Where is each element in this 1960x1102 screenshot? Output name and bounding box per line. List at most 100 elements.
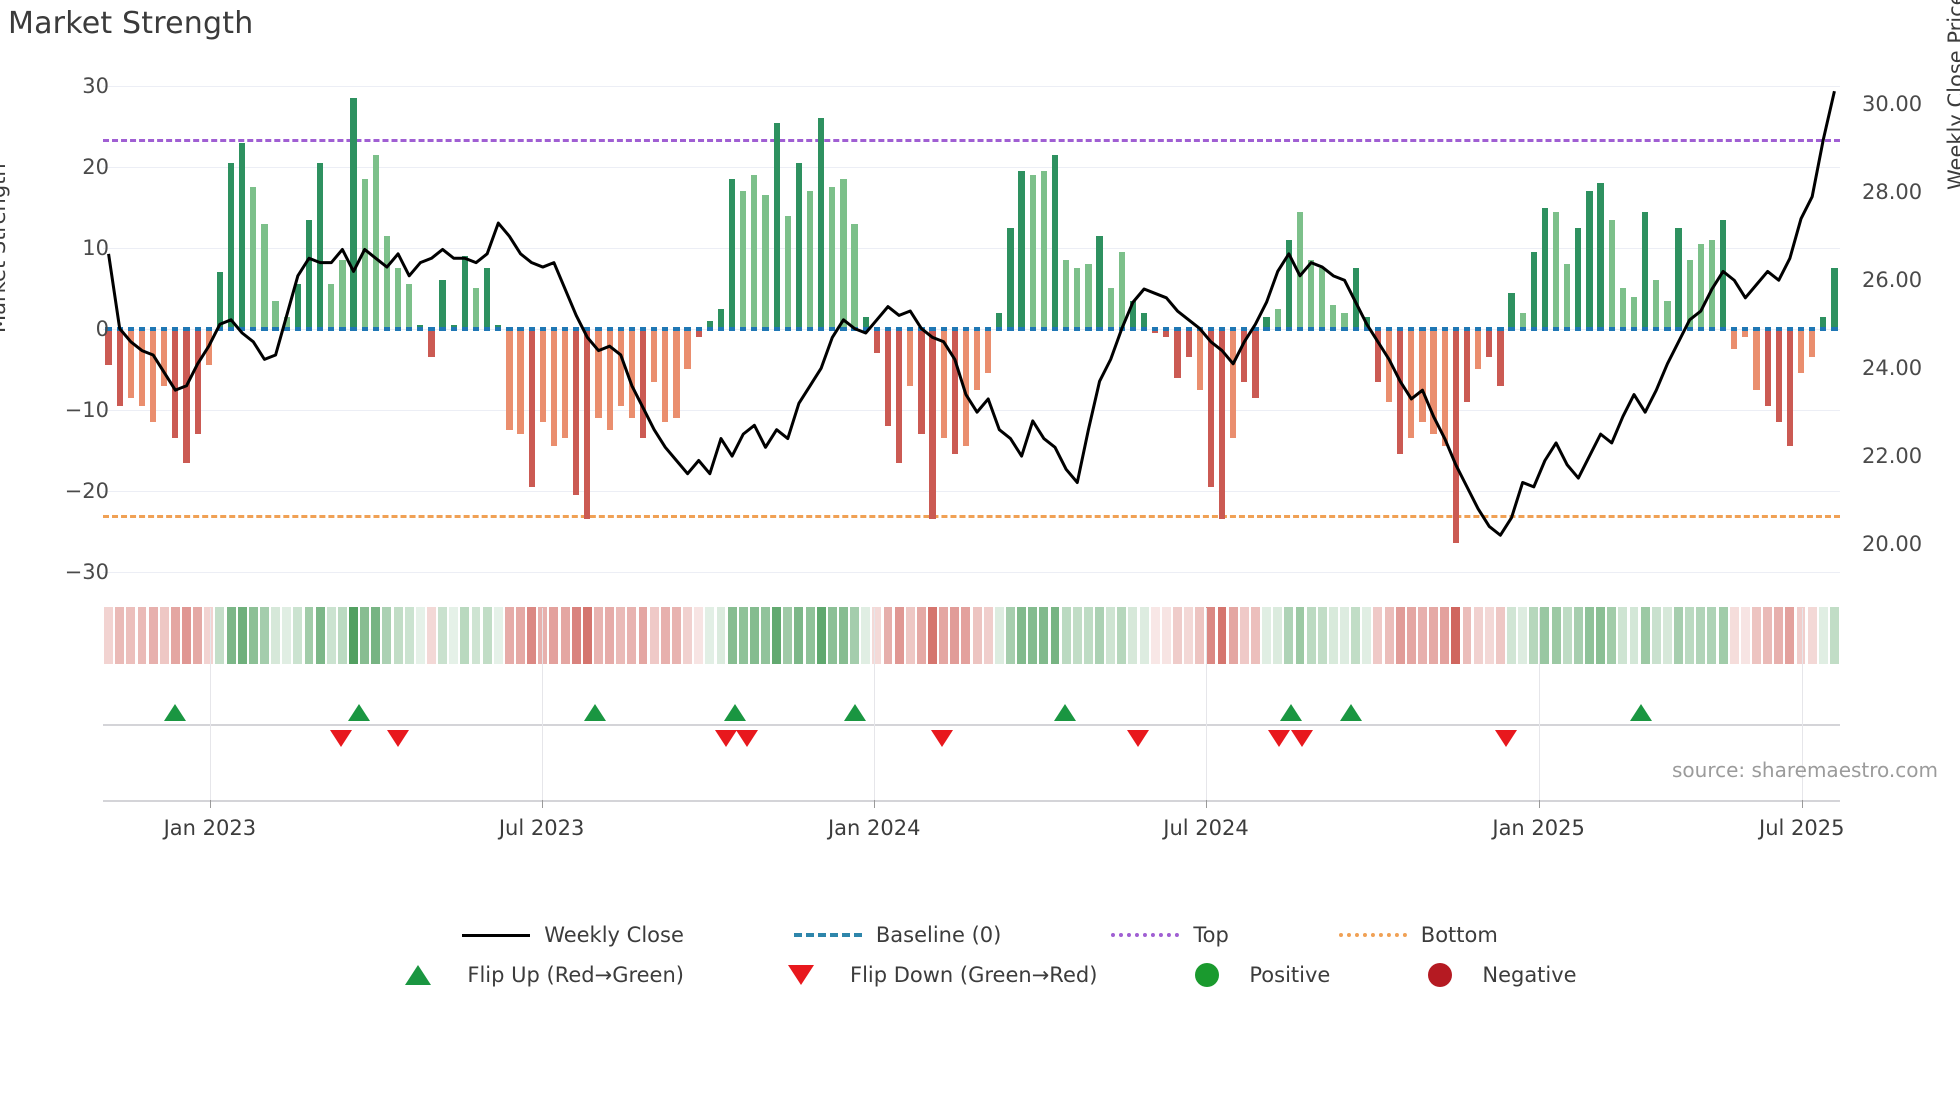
heatmap-cell (994, 607, 1004, 664)
strength-bar (862, 316, 869, 329)
strength-bar (1152, 328, 1159, 333)
baseline-segment (1619, 326, 1626, 331)
strength-bar (1586, 191, 1593, 329)
x-tick (541, 800, 543, 808)
right-axis-tick-label: 30.00 (1862, 92, 1923, 117)
strength-bar (1319, 268, 1326, 329)
baseline-segment (1463, 326, 1471, 331)
strength-bar (795, 163, 803, 329)
legend-item[interactable]: Weekly Close (462, 915, 684, 955)
strength-bar (1252, 328, 1259, 398)
heatmap-cell (204, 607, 214, 664)
strength-bar (1374, 328, 1382, 382)
strength-bar (1742, 328, 1749, 338)
heatmap-cell (449, 607, 459, 664)
legend-item[interactable]: Positive (1179, 955, 1330, 995)
legend-label: Flip Down (Green→Red) (849, 963, 1098, 987)
baseline-segment (138, 326, 146, 331)
baseline-segment (606, 326, 613, 331)
legend-item[interactable]: Negative (1412, 955, 1577, 995)
heatmap-cell (1529, 607, 1539, 664)
legend-item[interactable]: Flip Up (Red→Green) (383, 955, 684, 995)
heatmap-cell (1662, 607, 1672, 664)
strength-bar (1074, 268, 1081, 329)
baseline-segment (1697, 326, 1704, 331)
baseline-segment (1397, 326, 1404, 331)
legend-item[interactable]: Top (1111, 915, 1229, 955)
strength-bar (394, 268, 402, 329)
baseline-segment (350, 326, 357, 331)
baseline-segment (305, 326, 313, 331)
baseline-segment (1018, 326, 1025, 331)
baseline-segment (628, 326, 635, 331)
heatmap-cell (1585, 607, 1594, 664)
legend-item[interactable]: Bottom (1338, 915, 1498, 955)
legend-item[interactable]: Flip Down (Green→Red) (766, 955, 1097, 995)
heatmap-cell (1495, 607, 1505, 664)
baseline-segment (673, 326, 680, 331)
heatmap-cell (1295, 607, 1305, 664)
baseline-segment (907, 326, 914, 331)
baseline-segment (1319, 326, 1326, 331)
strength-bar (1196, 328, 1203, 390)
baseline-segment (1207, 326, 1214, 331)
baseline-segment (216, 326, 224, 331)
baseline-segment (1029, 326, 1036, 331)
strength-bar (584, 328, 591, 520)
strength-bar (896, 328, 903, 463)
heatmap-cell (1540, 607, 1550, 664)
left-axis-tick-label: 30 (82, 74, 109, 99)
baseline-segment (1519, 326, 1526, 331)
strength-bar (1731, 328, 1738, 350)
baseline-segment (651, 326, 658, 331)
heatmap-cell (148, 607, 158, 664)
strength-bar (1397, 328, 1404, 455)
heatmap-cell (504, 607, 514, 664)
strength-bar (1163, 328, 1170, 338)
baseline-segment (706, 326, 713, 331)
x-tick (1205, 800, 1207, 808)
strength-bar (417, 324, 424, 329)
strength-bar (951, 328, 958, 455)
legend-label: Baseline (0) (875, 923, 1002, 947)
heatmap-cell (983, 607, 993, 664)
x-tick-gridline (209, 608, 211, 800)
baseline-segment (1096, 326, 1103, 331)
heatmap-cell (360, 607, 370, 664)
strength-bar (806, 191, 814, 329)
x-tick-gridline (1205, 608, 1207, 800)
legend-label: Top (1193, 923, 1229, 947)
baseline-segment (1163, 326, 1170, 331)
heatmap-cell (1039, 607, 1049, 664)
strength-bar (1653, 280, 1660, 329)
strength-bar (929, 328, 936, 520)
legend-row-primary: Weekly Close Baseline (0) Top Bottom (0, 915, 1960, 955)
heatmap-cell (582, 607, 592, 664)
baseline-segment (1419, 326, 1426, 331)
heatmap-cell (415, 607, 425, 664)
baseline-segment (862, 326, 869, 331)
baseline-segment (639, 326, 647, 331)
gridline (103, 248, 1840, 249)
baseline-segment (1218, 326, 1226, 331)
heatmap-cell (315, 607, 325, 664)
heatmap-cell (1618, 607, 1628, 664)
strength-bar (227, 163, 235, 329)
strength-bar (1831, 268, 1838, 329)
legend-item[interactable]: Baseline (0) (793, 915, 1002, 955)
heatmap-cell (827, 607, 837, 664)
heatmap-cell (159, 607, 169, 664)
heatmap-cell (1184, 607, 1194, 664)
heatmap-cell (761, 607, 770, 664)
baseline-segment (283, 326, 290, 331)
strength-bar (383, 235, 391, 329)
strength-bar (361, 179, 368, 329)
heatmap-cell (1818, 607, 1828, 664)
strength-bar (818, 118, 825, 329)
heatmap-cell (393, 607, 403, 664)
strength-bar (1274, 308, 1281, 329)
heatmap-cell (1195, 607, 1205, 664)
strength-bar (216, 272, 224, 329)
strength-bar (294, 284, 301, 329)
flip-up-marker (164, 704, 187, 721)
